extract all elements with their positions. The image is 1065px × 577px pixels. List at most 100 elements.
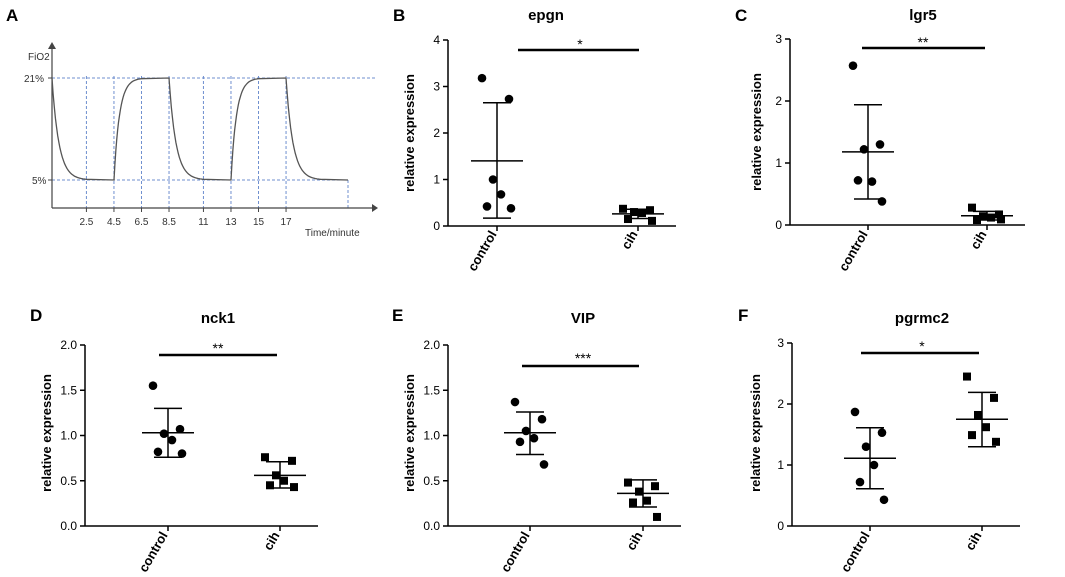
- x-tick-label-a: 11: [198, 217, 209, 228]
- x-tick-label-a: 13: [225, 217, 237, 228]
- y-tick-label: 0.0: [60, 519, 77, 533]
- y-tick-label: 2: [777, 397, 784, 411]
- x-category-e-cih: cih: [623, 529, 645, 553]
- y-tick-label: 1: [775, 156, 782, 170]
- significance-e: ***: [575, 350, 592, 366]
- data-point-control: [877, 428, 887, 437]
- a-gridlines: [52, 76, 375, 208]
- y-tick-label: 3: [775, 32, 782, 46]
- data-point-cih: [643, 496, 651, 505]
- y-tick-label: 0: [777, 519, 784, 533]
- chart-title-e: VIP: [571, 310, 595, 327]
- chart-title-c: lgr5: [909, 7, 937, 24]
- y-tick-label: 0.5: [60, 474, 77, 488]
- x-tick-label-a: 6.5: [135, 217, 149, 228]
- data-point-control: [867, 177, 877, 186]
- panel-label-a: A: [6, 6, 18, 25]
- data-point-control: [529, 433, 539, 443]
- data-point-control: [537, 414, 547, 424]
- data-point-cih: [266, 481, 274, 490]
- panel-c: C lgr5 relative expression ** control ci…: [735, 6, 1025, 274]
- significance-f: *: [919, 338, 925, 354]
- data-point-control: [879, 495, 889, 505]
- panel-label-e: E: [392, 306, 403, 325]
- x-tick-label-a: 2.5: [79, 217, 93, 228]
- data-point-control: [861, 442, 871, 452]
- x-tick-label-a: 15: [253, 217, 265, 228]
- level-label-high: 21%: [24, 74, 44, 85]
- data-point-cih: [968, 431, 976, 440]
- data-point-cih: [651, 482, 659, 491]
- y-tick-label: 0: [775, 218, 782, 232]
- data-point-cih: [261, 453, 269, 462]
- x-category-d-cih: cih: [260, 529, 282, 553]
- x-tick-label-a: 8.5: [162, 217, 176, 228]
- data-point-control: [853, 176, 863, 185]
- y-tick-label: 1.0: [60, 429, 77, 443]
- data-point-cih: [995, 210, 1003, 219]
- data-point-cih: [638, 208, 646, 217]
- plot-area-d: 0.0 0.5 1.0 1.5 2.0: [60, 338, 318, 533]
- x-category-c-control: control: [836, 228, 871, 274]
- data-point-control: [850, 407, 860, 417]
- data-point-control: [482, 202, 492, 211]
- data-point-cih: [648, 216, 656, 225]
- y-tick-label: 3: [433, 80, 440, 94]
- data-point-cih: [987, 213, 995, 222]
- y-tick-label: 2.0: [423, 338, 440, 352]
- data-point-control: [515, 437, 525, 447]
- y-axis-label-c: relative expression: [749, 73, 764, 191]
- data-point-cih: [974, 410, 982, 419]
- x-category-c-cih: cih: [967, 228, 989, 252]
- plot-area-c: 0 1 2 3: [775, 32, 1025, 232]
- data-point-control: [496, 190, 506, 199]
- panel-label-c: C: [735, 6, 747, 25]
- data-point-cih: [288, 456, 296, 465]
- a-x-ticks: 2.5 4.5 6.5 8.5 11 13 15 17: [79, 217, 292, 228]
- fio2-curve: [51, 77, 349, 181]
- panel-label-b: B: [393, 6, 405, 25]
- a-y-axis-arrow: [48, 42, 56, 49]
- time-axis-label: Time/minute: [305, 228, 360, 239]
- data-point-control: [510, 397, 520, 407]
- significance-c: **: [918, 34, 929, 50]
- data-point-cih: [280, 476, 288, 485]
- chart-title-b: epgn: [528, 7, 564, 24]
- x-category-d-control: control: [136, 529, 171, 575]
- data-point-control: [855, 477, 865, 487]
- fio2-axis-label: FiO2: [28, 52, 50, 63]
- data-point-control: [504, 94, 514, 104]
- chart-title-f: pgrmc2: [895, 310, 949, 327]
- x-tick-label-a: 17: [280, 217, 292, 228]
- data-point-cih: [630, 208, 638, 217]
- y-tick-label: 1: [433, 173, 440, 187]
- data-point-control: [148, 381, 158, 391]
- data-point-control: [521, 426, 531, 436]
- chart-title-d: nck1: [201, 310, 235, 327]
- panel-a: A FiO2 21% 5% Time/minute 2.5 4.5 6.5 8.5 11…: [6, 6, 378, 239]
- y-tick-label: 1.5: [423, 383, 440, 397]
- data-point-cih: [992, 437, 1000, 446]
- a-x-axis-arrow: [372, 204, 378, 212]
- x-category-e-control: control: [498, 529, 533, 575]
- data-point-control: [488, 175, 498, 184]
- data-point-cih: [990, 393, 998, 402]
- data-point-control: [875, 140, 885, 149]
- data-point-cih: [619, 204, 627, 213]
- data-point-control: [167, 435, 177, 445]
- y-tick-label: 1.5: [60, 383, 77, 397]
- y-axis-label-f: relative expression: [748, 374, 763, 492]
- x-category-f-control: control: [838, 529, 873, 575]
- y-tick-label: 0.5: [423, 474, 440, 488]
- data-point-control: [848, 61, 858, 70]
- data-point-cih: [624, 478, 632, 487]
- data-point-cih: [646, 206, 654, 215]
- data-point-control: [477, 73, 487, 83]
- data-point-control: [153, 447, 163, 457]
- y-tick-label: 3: [777, 336, 784, 350]
- y-axis-label-b: relative expression: [402, 74, 417, 192]
- a-axes: [48, 42, 378, 212]
- level-label-low: 5%: [32, 176, 47, 187]
- y-tick-label: 1.0: [423, 429, 440, 443]
